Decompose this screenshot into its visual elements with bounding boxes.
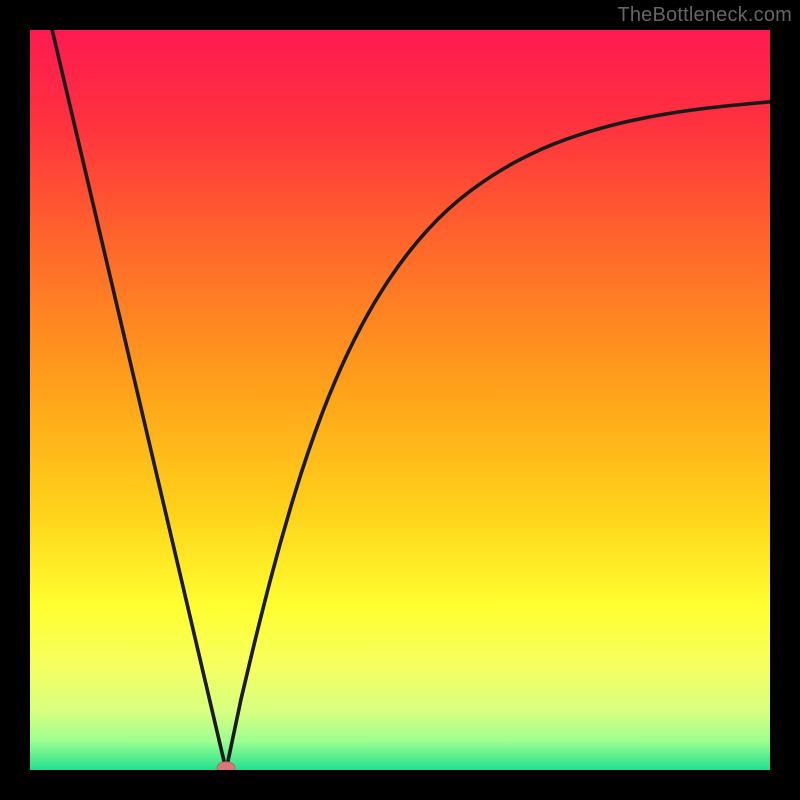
watermark-text: TheBottleneck.com	[617, 4, 792, 27]
chart-stage: TheBottleneck.com	[0, 0, 800, 800]
chart-svg	[0, 0, 800, 800]
plot-background-gradient	[30, 30, 770, 770]
